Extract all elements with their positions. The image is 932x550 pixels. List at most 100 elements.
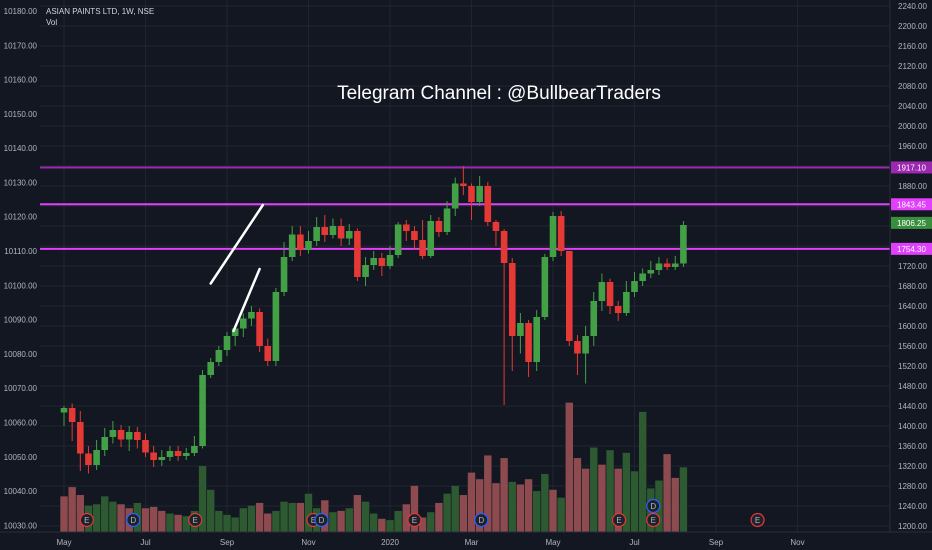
candle-body — [590, 301, 598, 336]
event-letter: D — [650, 502, 656, 511]
candle-body — [297, 234, 304, 250]
candle-body — [362, 265, 369, 277]
candle — [557, 211, 565, 256]
price-tag-bg — [891, 216, 932, 229]
right-axis-tick-label: 2040.00 — [898, 102, 927, 111]
candle — [182, 448, 190, 460]
volume-bar — [255, 502, 264, 532]
candle-body — [606, 282, 614, 306]
right-axis-tick-label: 2200.00 — [898, 22, 927, 31]
left-axis-tick-label: 10050.00 — [4, 453, 38, 462]
candle-body — [256, 312, 263, 346]
price-tag-label: 1754.30 — [897, 245, 926, 254]
candle-body — [142, 440, 149, 453]
candle — [378, 253, 386, 276]
candle-body — [614, 306, 622, 313]
candle — [484, 182, 492, 226]
volume-bar — [174, 514, 182, 532]
candle-body — [85, 453, 92, 465]
event-circle — [188, 512, 203, 528]
candle-body — [468, 186, 475, 202]
event-circle — [79, 512, 94, 528]
volume-bar — [557, 497, 565, 532]
volume-bar — [288, 502, 296, 532]
candle — [354, 228, 361, 281]
event-circle — [646, 498, 661, 514]
candle — [117, 425, 125, 447]
candle — [566, 251, 573, 346]
candle — [370, 251, 377, 270]
candle-body — [500, 231, 508, 263]
volume-bar — [272, 510, 280, 532]
right-axis-tick-label: 1600.00 — [898, 322, 927, 331]
right-axis-tick-label: 1880.00 — [898, 182, 927, 191]
volume-bar — [638, 411, 647, 532]
volume-bar — [76, 495, 84, 532]
candle-body — [134, 432, 141, 440]
right-axis-tick-label: 1240.00 — [898, 502, 927, 511]
event-marker: E — [188, 512, 203, 528]
event-circle — [314, 512, 329, 528]
volume-bar — [207, 489, 215, 532]
left-axis-tick-label: 10100.00 — [4, 281, 38, 290]
event-letter: E — [193, 516, 198, 525]
volume-bar — [671, 477, 679, 532]
candle-body — [574, 341, 581, 354]
volume-bar — [549, 489, 557, 532]
volume-label[interactable]: Vol — [46, 18, 58, 27]
volume-bar — [435, 502, 443, 532]
volume-bar — [394, 510, 402, 532]
candle — [199, 370, 206, 449]
time-axis-label: Jul — [629, 538, 639, 547]
candle — [500, 229, 508, 405]
candle-body — [248, 312, 255, 319]
event-letter: D — [319, 516, 325, 525]
candle-body — [582, 336, 589, 354]
candle-body — [598, 282, 606, 301]
event-marker: D — [474, 512, 489, 528]
candle — [476, 176, 483, 206]
volume-bar — [296, 502, 305, 532]
candle-body — [435, 221, 443, 232]
volume-bar — [141, 508, 150, 532]
volume-bar — [679, 467, 688, 532]
volume-bar — [630, 471, 639, 532]
candle — [492, 220, 500, 246]
candle — [606, 278, 614, 314]
candle — [77, 411, 84, 471]
candle — [549, 212, 557, 261]
price-tag-label: 1806.25 — [897, 219, 926, 228]
candle-body — [223, 336, 231, 350]
volume-bar — [467, 472, 476, 532]
volume-bar — [402, 504, 410, 532]
candle-body — [378, 258, 386, 266]
volume-bar — [353, 495, 362, 532]
candle-body — [419, 240, 426, 256]
symbol-title[interactable]: ASIAN PAINTS LTD, 1W, NSE — [46, 7, 155, 16]
candle-body — [182, 453, 190, 456]
price-tag: 1917.10 — [891, 161, 932, 174]
trendline — [232, 267, 261, 333]
volume-bar — [117, 504, 125, 532]
volume-bar — [109, 501, 117, 532]
volume-bar — [581, 468, 590, 532]
candle-body — [354, 231, 361, 277]
candle-body — [240, 318, 247, 329]
candle — [109, 421, 117, 444]
candle — [663, 258, 671, 270]
event-circle — [611, 512, 627, 528]
candle — [403, 220, 410, 241]
volume-bar — [622, 452, 631, 532]
candle-body — [370, 258, 377, 265]
candle-body — [533, 317, 540, 362]
volume-bar — [337, 510, 345, 532]
candle — [337, 218, 345, 246]
candle — [362, 257, 369, 286]
candle — [272, 288, 280, 366]
right-axis-tick-label: 1200.00 — [898, 522, 927, 531]
candle-body — [77, 422, 84, 454]
candle — [623, 281, 630, 316]
time-axis-label: Nov — [301, 538, 315, 547]
